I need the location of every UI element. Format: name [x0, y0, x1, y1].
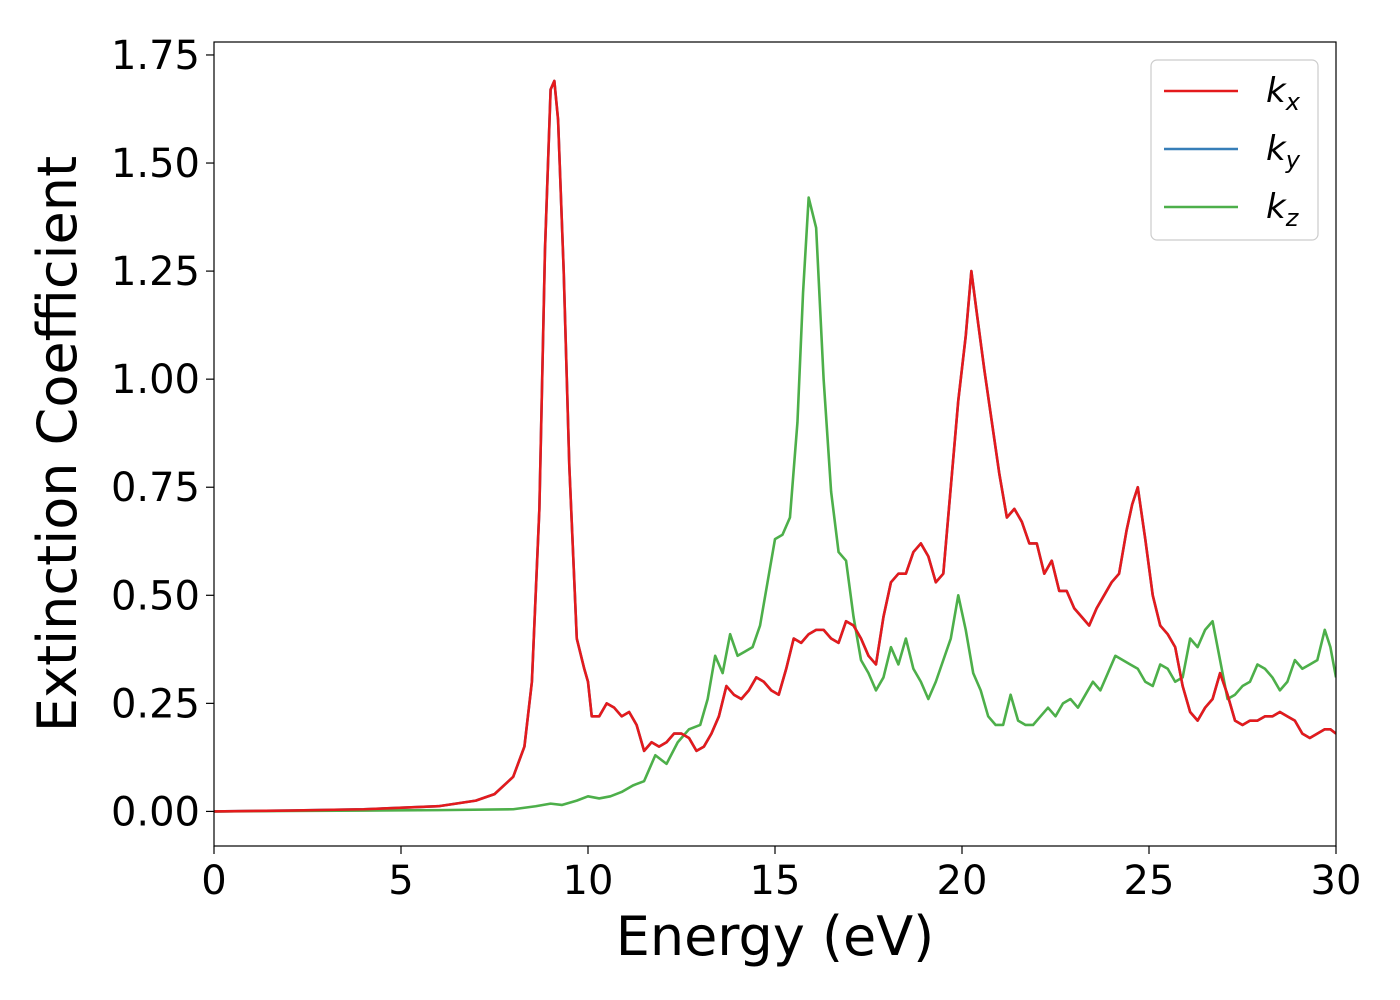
- legend-label-base: k: [1266, 71, 1287, 111]
- x-tick-label: 5: [388, 858, 413, 904]
- x-tick-label: 15: [750, 858, 801, 904]
- x-tick-label: 30: [1311, 858, 1362, 904]
- x-axis-label: Energy (eV): [616, 905, 935, 968]
- x-tick-label: 25: [1124, 858, 1175, 904]
- y-tick-label: 1.00: [111, 357, 200, 403]
- y-axis-label: Extinction Coefficient: [26, 156, 89, 732]
- y-tick-label: 1.25: [111, 249, 200, 295]
- legend-label-base: k: [1266, 129, 1287, 169]
- x-tick-label: 10: [563, 858, 614, 904]
- y-tick-label: 1.50: [111, 141, 200, 187]
- legend-label-subscript: x: [1285, 88, 1301, 116]
- y-axis-ticks: 0.00 0.25 0.50 0.75 1.00 1.25 1.50 1.75: [111, 33, 214, 835]
- x-tick-label: 0: [201, 858, 226, 904]
- y-tick-label: 0.75: [111, 465, 200, 511]
- legend-label-subscript: y: [1285, 146, 1301, 174]
- legend-label-ky: ky: [1266, 129, 1301, 174]
- y-tick-label: 0.00: [111, 789, 200, 835]
- series-kz-line: [214, 196, 1336, 813]
- legend-label-kz: kz: [1266, 187, 1300, 232]
- legend-label-kx: kx: [1266, 71, 1301, 116]
- y-tick-label: 0.25: [111, 681, 200, 727]
- y-tick-label: 1.75: [111, 33, 200, 79]
- x-axis-ticks: 0 5 10 15 20 25 30: [201, 846, 1361, 904]
- series-kx-line: [214, 79, 1336, 813]
- y-tick-label: 0.50: [111, 573, 200, 619]
- legend-label-base: k: [1266, 187, 1287, 227]
- x-tick-label: 20: [937, 858, 988, 904]
- legend-label-subscript: z: [1285, 204, 1300, 232]
- series-layer: [214, 79, 1336, 813]
